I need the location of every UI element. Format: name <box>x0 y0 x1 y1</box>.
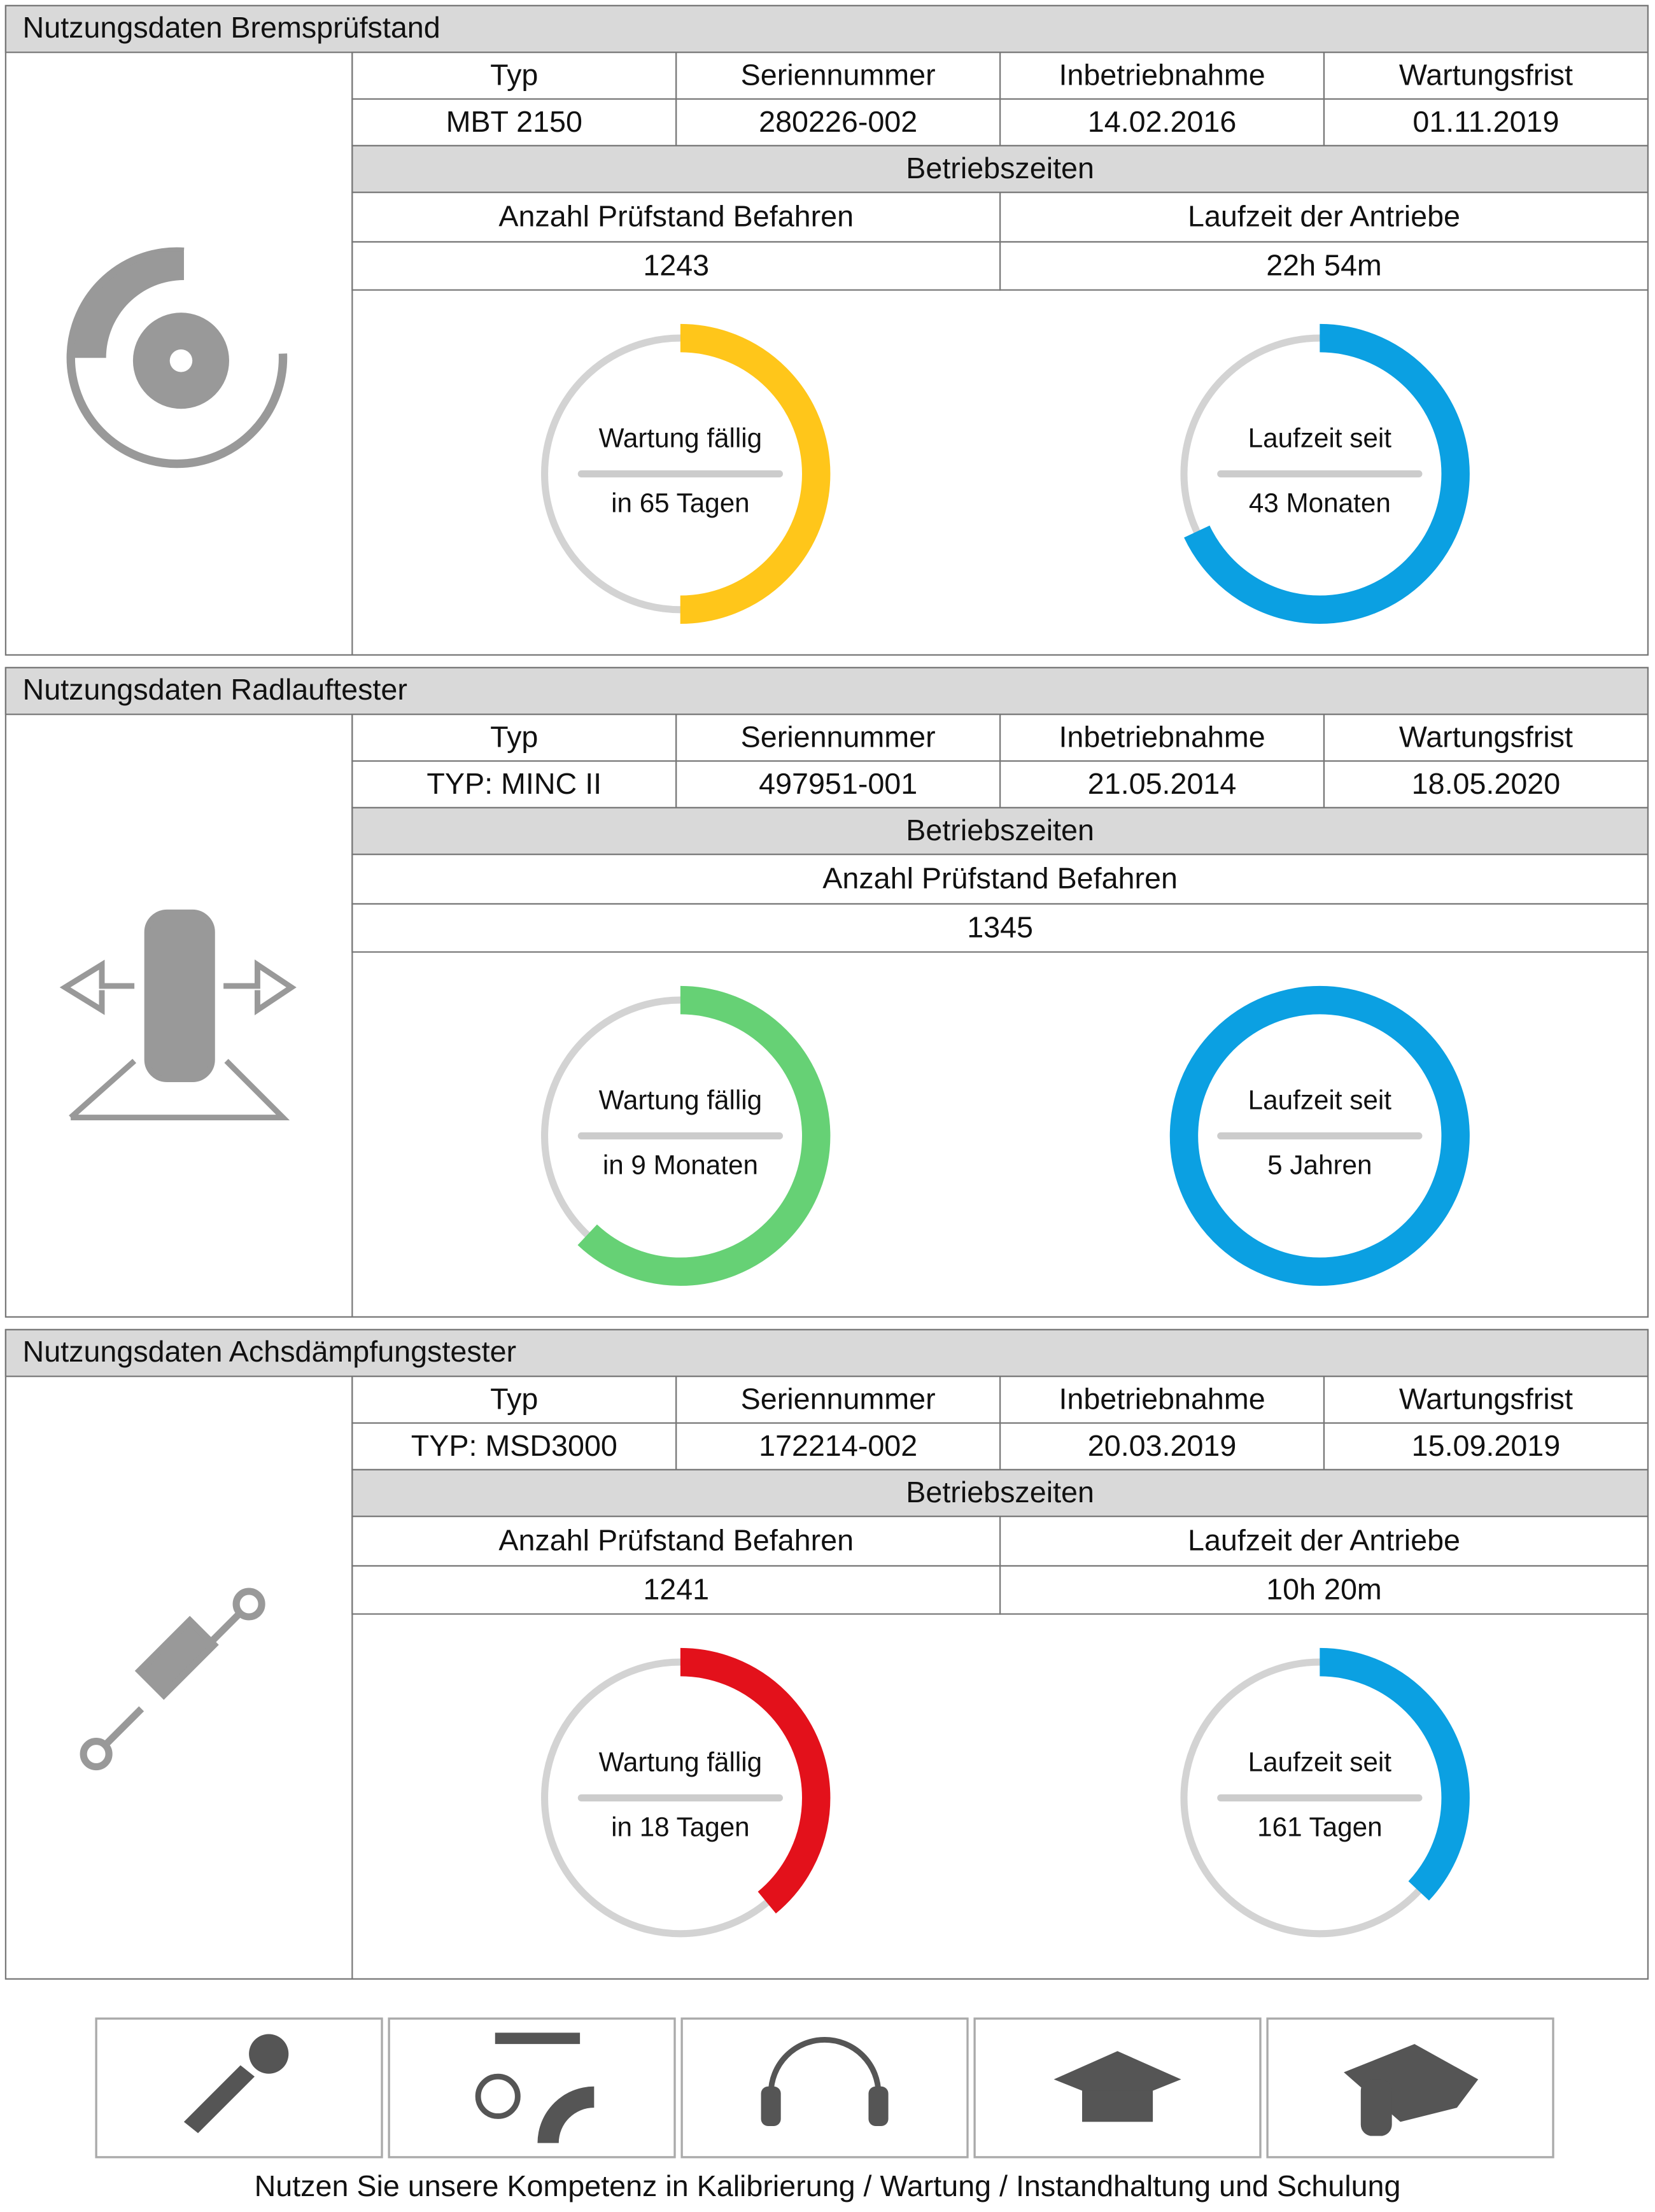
table-header: Inbetriebnahme <box>1059 58 1265 91</box>
gauge-label: Laufzeit seit <box>1248 423 1392 453</box>
table-header-cell <box>999 714 1325 762</box>
service-icons <box>95 2017 1554 2159</box>
gauge-value: in 65 Tagen <box>611 488 750 518</box>
panel-title: Nutzungsdaten Radlauftester <box>23 673 407 706</box>
table-value: 21.05.2014 <box>1088 767 1237 800</box>
brake-icon <box>66 247 288 468</box>
gauge-label: Laufzeit seit <box>1248 1747 1392 1777</box>
table-value: 280226-002 <box>759 105 917 138</box>
gauge-arc <box>530 985 831 1286</box>
table-header: Seriennummer <box>741 1382 936 1415</box>
metric-header: Anzahl Prüfstand Befahren <box>498 1524 854 1557</box>
table-header: Wartungsfrist <box>1399 1382 1573 1415</box>
table-header: Typ <box>490 1382 538 1415</box>
table-value: 01.11.2019 <box>1412 105 1559 138</box>
metric-value: 10h 20m <box>1266 1572 1382 1605</box>
table-value-cell <box>675 98 1001 146</box>
panel-header <box>4 1328 1649 1377</box>
wheel-icon <box>59 909 297 1120</box>
gauge-arc <box>1169 985 1470 1286</box>
table-header: Seriennummer <box>741 720 936 753</box>
metric-value: 22h 54m <box>1266 248 1382 281</box>
gauge-value: in 9 Monaten <box>603 1150 758 1180</box>
table-value-cell <box>351 98 677 146</box>
section-title-cell <box>351 1469 1649 1518</box>
table-header-cell <box>1323 714 1649 762</box>
section-title-cell <box>351 144 1649 194</box>
panel: Nutzungsdaten Radlauftester Typ Seriennumm… <box>4 666 1649 1318</box>
gauge-value: in 18 Tagen <box>611 1812 750 1842</box>
metric-value: 1345 <box>967 910 1033 943</box>
table-value: 18.05.2020 <box>1412 767 1561 800</box>
metric-header-cell <box>999 192 1649 243</box>
metric-header: Anzahl Prüfstand Befahren <box>498 200 854 233</box>
table-header-cell <box>675 714 1001 762</box>
panel-header <box>4 4 1649 53</box>
table-value: 15.09.2019 <box>1412 1429 1561 1462</box>
table-value-cell <box>1323 98 1649 146</box>
table-value-cell <box>1323 760 1649 808</box>
metric-value: 1243 <box>643 248 709 281</box>
footer-text: Nutzen Sie unsere Kompetenz in Kalibrier… <box>255 2169 1401 2202</box>
metric-value-cell <box>351 241 1001 291</box>
gauge-value: 161 Tagen <box>1257 1812 1382 1842</box>
table-value: 20.03.2019 <box>1088 1429 1237 1462</box>
section-title-cell <box>351 807 1649 856</box>
gauge-value: 5 Jahren <box>1267 1150 1372 1180</box>
table-header: Inbetriebnahme <box>1059 1382 1265 1415</box>
table-header: Wartungsfrist <box>1399 58 1573 91</box>
table-header: Typ <box>490 58 538 91</box>
metric-header-cell <box>351 854 1649 905</box>
table-header: Typ <box>490 720 538 753</box>
gauge-value: 43 Monaten <box>1249 488 1391 518</box>
table-header: Seriennummer <box>741 58 936 91</box>
gauge-label: Wartung fällig <box>599 423 763 453</box>
table-value: TYP: MINC II <box>426 767 602 800</box>
gauge-label: Wartung fällig <box>599 1747 763 1777</box>
shock-absorber-icon <box>80 1588 265 1771</box>
panel-title: Nutzungsdaten Achsdämpfungstester <box>23 1335 517 1368</box>
table-header-cell <box>351 714 677 762</box>
panel-title: Nutzungsdaten Bremsprüfstand <box>23 11 440 44</box>
table-header-cell <box>1323 1376 1649 1424</box>
table-value-cell <box>675 760 1001 808</box>
table-value: 172214-002 <box>759 1429 917 1462</box>
metric-header-cell <box>351 192 1001 243</box>
table-value-cell <box>999 1422 1325 1470</box>
metric-header: Laufzeit der Antriebe <box>1188 1524 1460 1557</box>
gauge-label: Laufzeit seit <box>1248 1085 1392 1115</box>
section-title: Betriebszeiten <box>906 1476 1094 1509</box>
table-header-cell <box>675 52 1001 100</box>
metric-value-cell <box>999 241 1649 291</box>
section-title: Betriebszeiten <box>906 814 1094 847</box>
table-header: Wartungsfrist <box>1399 720 1573 753</box>
panel: Nutzungsdaten Achsdämpfungstester Typ Seri… <box>4 1328 1649 1980</box>
gauge-label: Wartung fällig <box>599 1085 763 1115</box>
table-header: Inbetriebnahme <box>1059 720 1265 753</box>
metric-header: Laufzeit der Antriebe <box>1188 200 1460 233</box>
metric-value-cell <box>351 903 1649 953</box>
gauge-arc <box>1169 1647 1470 1948</box>
panel: Nutzungsdaten Bremsprüfstand Typ Seriennum… <box>4 4 1649 656</box>
metric-value: 1241 <box>643 1572 709 1605</box>
table-value: TYP: MSD3000 <box>411 1429 617 1462</box>
table-value: 497951-001 <box>759 767 917 800</box>
metric-header-cell <box>999 1516 1649 1567</box>
panel-header <box>4 666 1649 715</box>
gauge-arc <box>530 323 831 624</box>
table-value: 14.02.2016 <box>1088 105 1237 138</box>
gauge-arc <box>530 1647 831 1948</box>
metric-value-cell <box>999 1565 1649 1615</box>
metric-value-cell <box>351 1565 1001 1615</box>
table-value: MBT 2150 <box>446 105 582 138</box>
metric-header: Anzahl Prüfstand Befahren <box>822 862 1178 895</box>
table-value-cell <box>1323 1422 1649 1470</box>
metric-header-cell <box>351 1516 1001 1567</box>
section-title: Betriebszeiten <box>906 151 1094 185</box>
